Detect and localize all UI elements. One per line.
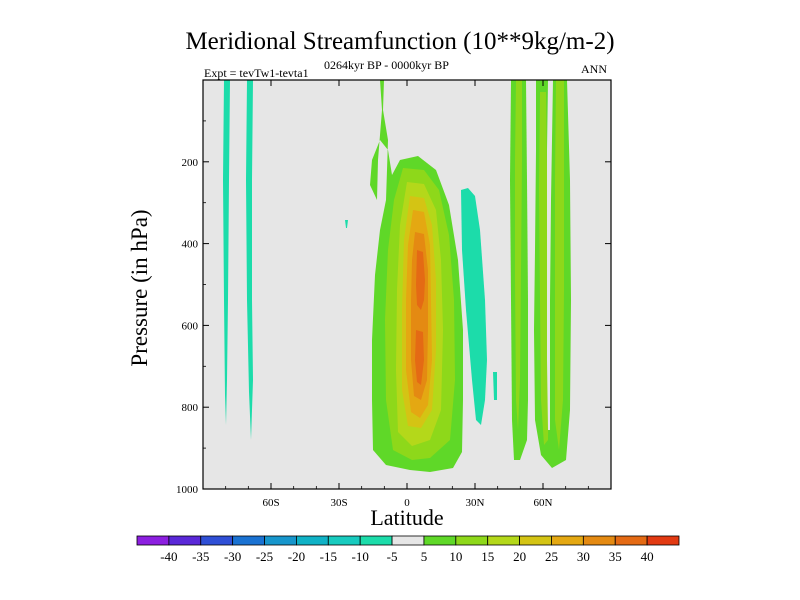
- pos-contour-nh-2c: [555, 80, 564, 450]
- pos-contour-nh-1b: [515, 80, 522, 430]
- period-label: 0264kyr BP - 0000kyr BP: [324, 58, 449, 72]
- colorbar-swatch: [296, 535, 329, 546]
- y-tick-label: 600: [182, 320, 199, 332]
- colorbar-label: 5: [421, 549, 428, 564]
- pos-contour-35: [416, 250, 425, 310]
- x-tick-label: 60S: [262, 497, 279, 509]
- colorbar-label: -15: [320, 549, 337, 564]
- colorbar-swatch: [646, 535, 680, 546]
- colorbar-label: 40: [641, 549, 654, 564]
- x-tick-label: 60N: [534, 497, 553, 509]
- colorbar-label: 35: [609, 549, 622, 564]
- colorbar-label: 25: [545, 549, 558, 564]
- colorbar-swatch: [327, 535, 361, 546]
- colorbar-swatch: [391, 535, 425, 546]
- x-tick-label: 0: [404, 497, 410, 509]
- neg-contour-nh: [461, 188, 487, 425]
- y-tick-label: 400: [182, 239, 199, 251]
- colorbar-swatch: [200, 535, 234, 546]
- x-tick-label: 30N: [466, 497, 485, 509]
- pos-contour-nh-2b: [539, 92, 549, 445]
- colorbar-swatch: [519, 535, 552, 546]
- experiment-label: Expt = tevTw1-tevta1: [204, 66, 309, 80]
- x-axis-label: Latitude: [370, 505, 444, 530]
- colorbar-label: -10: [352, 549, 369, 564]
- neg-contour-tiny: [345, 220, 348, 228]
- colorbar-label: -30: [224, 549, 241, 564]
- y-tick-label: 200: [182, 157, 199, 169]
- neg-contour-sh-2: [246, 80, 253, 440]
- colorbar-label: -35: [192, 549, 209, 564]
- colorbar-swatch: [582, 535, 616, 546]
- colorbar-label: -5: [387, 549, 398, 564]
- pos-contour-nh-2-gap: [547, 80, 553, 430]
- colorbar-label: -40: [160, 549, 177, 564]
- colorbar-swatch: [264, 535, 297, 546]
- season-label: ANN: [581, 62, 607, 76]
- colorbar-label: 10: [449, 549, 462, 564]
- colorbar-swatch: [136, 535, 170, 546]
- colorbar-label: 15: [481, 549, 494, 564]
- neg-contour-nh-small: [493, 372, 497, 400]
- colorbar-label: 30: [577, 549, 590, 564]
- pos-contour-35b: [415, 330, 424, 385]
- contour-fills: [223, 80, 571, 472]
- colorbar-swatch: [359, 535, 393, 546]
- colorbar-swatch: [455, 535, 489, 546]
- y-axis-ticks: 200 400 600 800 1000: [176, 120, 611, 496]
- colorbar-swatch: [614, 535, 648, 546]
- colorbar-label: -20: [288, 549, 305, 564]
- y-tick-label: 1000: [176, 484, 199, 496]
- colorbar-swatch: [168, 535, 202, 546]
- x-tick-label: 30S: [330, 497, 347, 509]
- colorbar-label: -25: [256, 549, 273, 564]
- colorbar-swatch: [423, 535, 457, 546]
- x-axis-ticks: 60S 30S 0 30N 60N: [225, 80, 589, 509]
- colorbar-swatch: [232, 535, 265, 546]
- colorbar-swatch: [551, 535, 584, 546]
- chart-title: Meridional Streamfunction (10**9kg/m-2): [185, 28, 615, 55]
- colorbar-label: 20: [513, 549, 526, 564]
- colorbar-swatch: [487, 535, 520, 546]
- y-tick-label: 800: [182, 402, 199, 414]
- neg-contour-sh-1: [223, 80, 230, 425]
- colorbar: -40 -35 -30 -25 -20 -15 -10 -5 5 10 15 20 25 30 35 40: [136, 535, 680, 564]
